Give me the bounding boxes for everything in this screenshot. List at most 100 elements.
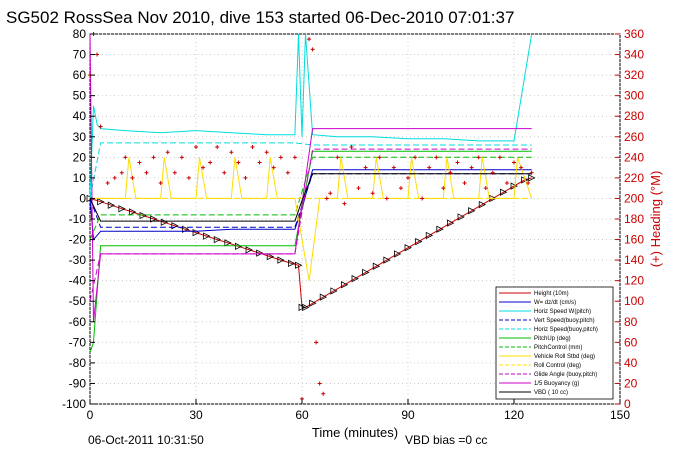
heading-point xyxy=(278,155,283,160)
series-11 xyxy=(89,173,532,222)
heading-point xyxy=(257,160,262,165)
heading-point xyxy=(243,175,248,180)
heading-point xyxy=(469,165,474,170)
y-tick-label: 10 xyxy=(73,171,87,185)
height-marker xyxy=(330,287,338,295)
height-marker xyxy=(107,201,116,209)
heading-point xyxy=(398,186,403,191)
heading-point xyxy=(98,124,103,129)
right-tick-label: 340 xyxy=(624,48,644,62)
y-tick-label: 20 xyxy=(73,150,87,164)
right-tick-label: 100 xyxy=(624,294,644,308)
heading-point xyxy=(526,181,531,186)
series-2 xyxy=(89,33,533,199)
heading-point xyxy=(285,170,290,175)
legend-entry: Vehicle Roll Stbd (deg) xyxy=(534,354,595,360)
y-tick-label: 50 xyxy=(73,89,87,103)
height-marker xyxy=(383,256,391,264)
height-marker xyxy=(351,274,359,283)
heading-point xyxy=(363,165,368,170)
heading-point xyxy=(490,170,495,175)
height-marker xyxy=(266,252,275,261)
y-tick-label: 30 xyxy=(73,130,87,144)
footer-vbd-bias: VBD bias =0 cc xyxy=(405,433,487,447)
y-tick-label: -10 xyxy=(69,212,87,226)
x-tick-label: 90 xyxy=(401,408,415,422)
height-marker xyxy=(425,231,434,240)
right-tick-label: 60 xyxy=(624,335,638,349)
y-tick-label: -30 xyxy=(69,253,87,267)
y-tick-label: -20 xyxy=(69,233,87,247)
heading-point xyxy=(384,196,389,201)
height-marker xyxy=(436,225,444,233)
heading-point xyxy=(413,155,418,160)
series-line xyxy=(89,169,532,241)
y-tick-label: -60 xyxy=(69,315,87,329)
height-marker xyxy=(235,242,243,250)
heading-point xyxy=(406,175,410,180)
heading-point xyxy=(434,155,439,160)
series-1 xyxy=(89,169,532,241)
x-tick-label: 0 xyxy=(87,408,94,422)
y-tick-label: -90 xyxy=(69,376,87,390)
y-tick-label: 0 xyxy=(79,191,86,205)
heading-point xyxy=(448,170,453,175)
heading-point xyxy=(441,186,446,191)
height-marker xyxy=(372,262,381,270)
legend-entry: 1/5 Buoyancy (g) xyxy=(534,381,579,387)
heading-point xyxy=(420,196,425,201)
height-marker xyxy=(302,303,310,312)
heading-point xyxy=(324,196,329,201)
height-marker xyxy=(213,235,222,244)
heading-point xyxy=(137,160,142,165)
height-marker xyxy=(245,246,253,254)
height-marker xyxy=(118,205,126,213)
heading-point xyxy=(222,170,227,175)
axes-layer: 0 30 60 90 120 15080706050403020100-10-20-30-… xyxy=(62,27,644,422)
series-layer xyxy=(86,32,536,401)
heading-point xyxy=(321,391,326,396)
series-line xyxy=(89,156,532,240)
right-tick-label: 20 xyxy=(624,376,638,390)
heading-point xyxy=(250,145,255,150)
height-marker xyxy=(500,188,508,196)
heading-point xyxy=(427,165,432,170)
height-marker xyxy=(415,237,423,246)
x-tick-label: 150 xyxy=(610,408,630,422)
series-line xyxy=(89,150,532,353)
heading-point xyxy=(165,150,170,155)
height-marker xyxy=(478,200,487,209)
heading-point xyxy=(112,175,117,180)
heading-point xyxy=(310,47,315,52)
right-tick-label: 360 xyxy=(624,27,644,41)
legend-box xyxy=(495,286,614,400)
footer-timestamp: 06-Oct-2011 10:31:50 xyxy=(88,433,204,447)
heading-point xyxy=(377,155,382,160)
heading-point xyxy=(271,165,276,170)
height-marker xyxy=(457,213,465,221)
series-line xyxy=(89,33,532,322)
y-tick-label: -100 xyxy=(62,397,86,411)
heading-point xyxy=(356,186,361,191)
height-marker xyxy=(150,215,158,223)
right-tick-label: 240 xyxy=(624,150,644,164)
right-tick-label: 40 xyxy=(624,356,638,370)
legend-entry: Height (10m) xyxy=(534,291,569,297)
series-line xyxy=(89,173,532,222)
heading-point xyxy=(519,165,524,170)
legend-entry: W= dz/dt (cm/s) xyxy=(534,300,576,306)
heading-point xyxy=(349,145,354,150)
right-tick-label: 320 xyxy=(624,68,644,82)
heading-point xyxy=(144,170,149,175)
x-axis-label: Time (minutes) xyxy=(312,425,398,440)
height-marker xyxy=(394,250,402,258)
right-tick-label: 120 xyxy=(624,274,644,288)
series-6 xyxy=(89,156,532,240)
heading-point xyxy=(264,150,269,155)
y-tick-label: 60 xyxy=(73,68,87,82)
heading-point xyxy=(236,160,241,165)
heading-point xyxy=(201,165,206,170)
height-marker xyxy=(295,261,303,269)
height-marker xyxy=(309,299,317,307)
